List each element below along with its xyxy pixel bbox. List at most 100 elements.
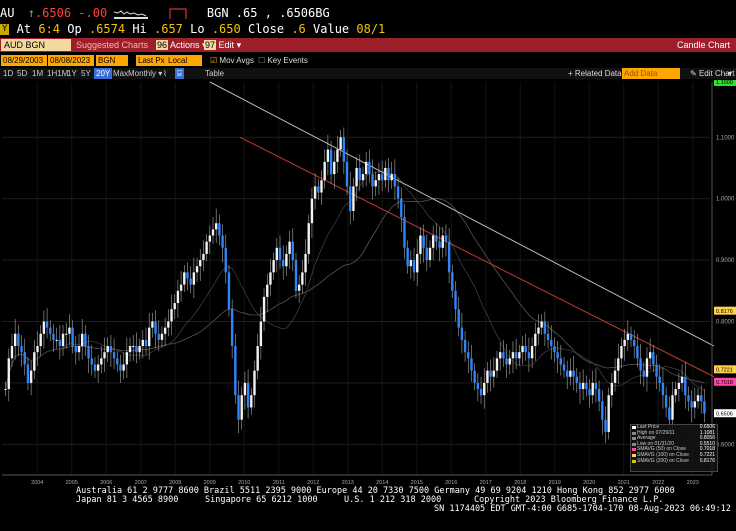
candle-body	[361, 174, 365, 181]
x-tick-label: 2016	[445, 480, 457, 486]
x-tick-label: 2012	[307, 480, 319, 486]
candle-body	[690, 401, 693, 408]
candle-body	[205, 241, 208, 254]
related-data-button[interactable]: + Related Data ▾	[568, 69, 628, 78]
candle-body	[486, 370, 489, 383]
currency-select[interactable]: Local CCY	[166, 55, 202, 76]
edit-menu[interactable]: 97 Edit ▾	[204, 39, 241, 51]
legend-item[interactable]: Last Price 0.6506	[631, 424, 717, 431]
end-date-field[interactable]: 08/08/2023	[48, 55, 94, 66]
candle-body	[566, 370, 569, 377]
source-field[interactable]: BGN	[96, 55, 128, 66]
footer-contacts-line1: Australia 61 2 9777 8600 Brazil 5511 239…	[76, 486, 675, 496]
edit-chart-button[interactable]: ✎ Edit Chart	[690, 69, 735, 78]
candle-body	[543, 321, 547, 334]
candle-body	[655, 364, 658, 377]
candle-body	[530, 346, 534, 359]
candle-body	[243, 382, 247, 396]
legend-item[interactable]: High on 07/29/11 1.1081	[631, 429, 717, 437]
candle-body	[562, 364, 566, 371]
candle-body	[409, 260, 413, 267]
candle-body	[438, 241, 441, 248]
legend-item[interactable]: Average 0.8056	[631, 435, 717, 442]
start-date-field[interactable]: 08/29/2003	[1, 55, 47, 66]
period-1y[interactable]: 1Y	[67, 69, 77, 78]
at-time: 6:4	[38, 22, 61, 36]
candle-body	[259, 321, 263, 347]
candle-body	[42, 321, 46, 334]
key-events-toggle[interactable]: ☐ Key Events	[258, 55, 308, 66]
candle-body	[80, 333, 84, 347]
candle-body	[645, 358, 649, 377]
trend-lines	[5, 81, 715, 391]
x-tick-label: 2022	[652, 480, 664, 486]
low-label: Lo	[190, 22, 205, 36]
legend-item[interactable]: Low on 01/31/20 0.5510	[631, 441, 717, 448]
candle-body	[122, 364, 125, 371]
actions-menu[interactable]: 96 Actions ▾	[156, 39, 207, 51]
edit-label: Edit	[218, 40, 235, 50]
candle-body	[597, 389, 601, 402]
candle-body	[291, 241, 294, 261]
settings-icon[interactable]: ▾	[728, 69, 733, 78]
candle-body	[502, 352, 505, 359]
sparkline-icon	[114, 9, 149, 19]
legend-swatch	[632, 453, 636, 457]
candle-body	[154, 321, 157, 334]
table-button[interactable]: Table	[205, 69, 225, 78]
close-value: .6	[291, 22, 306, 36]
security-field[interactable]: AUD BGN Curncy	[1, 39, 71, 62]
period-1m[interactable]: 1M	[32, 69, 44, 78]
footer-contacts-us: U.S. 1 212 318 2000	[344, 495, 442, 505]
period-max[interactable]: Max	[113, 69, 129, 78]
candle-body	[186, 272, 189, 279]
candle-body	[103, 352, 106, 359]
suggested-charts-button[interactable]: Suggested Charts	[76, 39, 148, 51]
chart-legend[interactable]: Last Price 0.6506 High on 07/29/11 1.1081 Av…	[630, 424, 718, 472]
actions-label: Actions	[170, 40, 200, 50]
candle-body	[36, 346, 39, 353]
net-change: -.00	[78, 6, 108, 20]
candle-body	[511, 352, 515, 359]
legend-swatch	[632, 437, 636, 441]
candle-body	[454, 290, 457, 310]
period-1d[interactable]: 1D	[3, 69, 14, 78]
mov-avgs-toggle[interactable]: ☑ Mov Avgs	[210, 55, 254, 66]
ticker-label: AU	[0, 6, 15, 20]
period-5d[interactable]: 5D	[17, 69, 28, 78]
candle-body	[687, 395, 690, 402]
x-tick-label: 2010	[238, 480, 250, 486]
candle-body	[658, 376, 661, 383]
candle-body	[272, 260, 275, 273]
candle-body	[524, 346, 527, 353]
candle-body	[285, 253, 288, 267]
legend-label: Last Price	[637, 424, 660, 430]
legend-item[interactable]: SMAVG (200) on Close 0.8176	[631, 458, 717, 465]
key-events-label: Key Events	[267, 56, 308, 65]
legend-label: High on 07/29/11	[637, 429, 675, 436]
candle-body	[10, 346, 14, 359]
candle-style-icon[interactable]: ⌸	[175, 68, 184, 79]
frequency-label: Monthly	[128, 69, 157, 78]
period-bar: 1D 5D 1M 1H1M 1Y 5Y 20Y Max Monthly ▾ ⌇ …	[0, 68, 736, 79]
price-field-select[interactable]: Last Px	[136, 55, 168, 66]
legend-item[interactable]: SMAVG (50) on Close 0.7018	[631, 447, 717, 453]
footer-contacts-singapore: Singapore 65 6212 1000	[205, 495, 318, 505]
frequency-select[interactable]: Monthly ▾	[128, 69, 163, 78]
candle-body	[492, 370, 495, 377]
period-20y[interactable]: 20Y	[94, 68, 113, 79]
legend-value: 1.1081	[699, 429, 715, 436]
candle-body	[199, 260, 202, 267]
candle-body	[189, 278, 192, 285]
period-5y[interactable]: 5Y	[81, 69, 91, 78]
legend-item[interactable]: SMAVG (100) on Close 0.7221	[631, 452, 717, 459]
candle-body	[588, 389, 591, 396]
x-tick-label: 2021	[618, 480, 630, 486]
line-style-icon[interactable]: ⌇	[163, 69, 167, 78]
candle-body	[479, 389, 483, 396]
candle-body	[23, 352, 26, 365]
candle-body	[116, 358, 119, 365]
period-1h1m[interactable]: 1H1M	[47, 69, 69, 78]
add-data-field[interactable]: Add Data	[622, 68, 680, 79]
